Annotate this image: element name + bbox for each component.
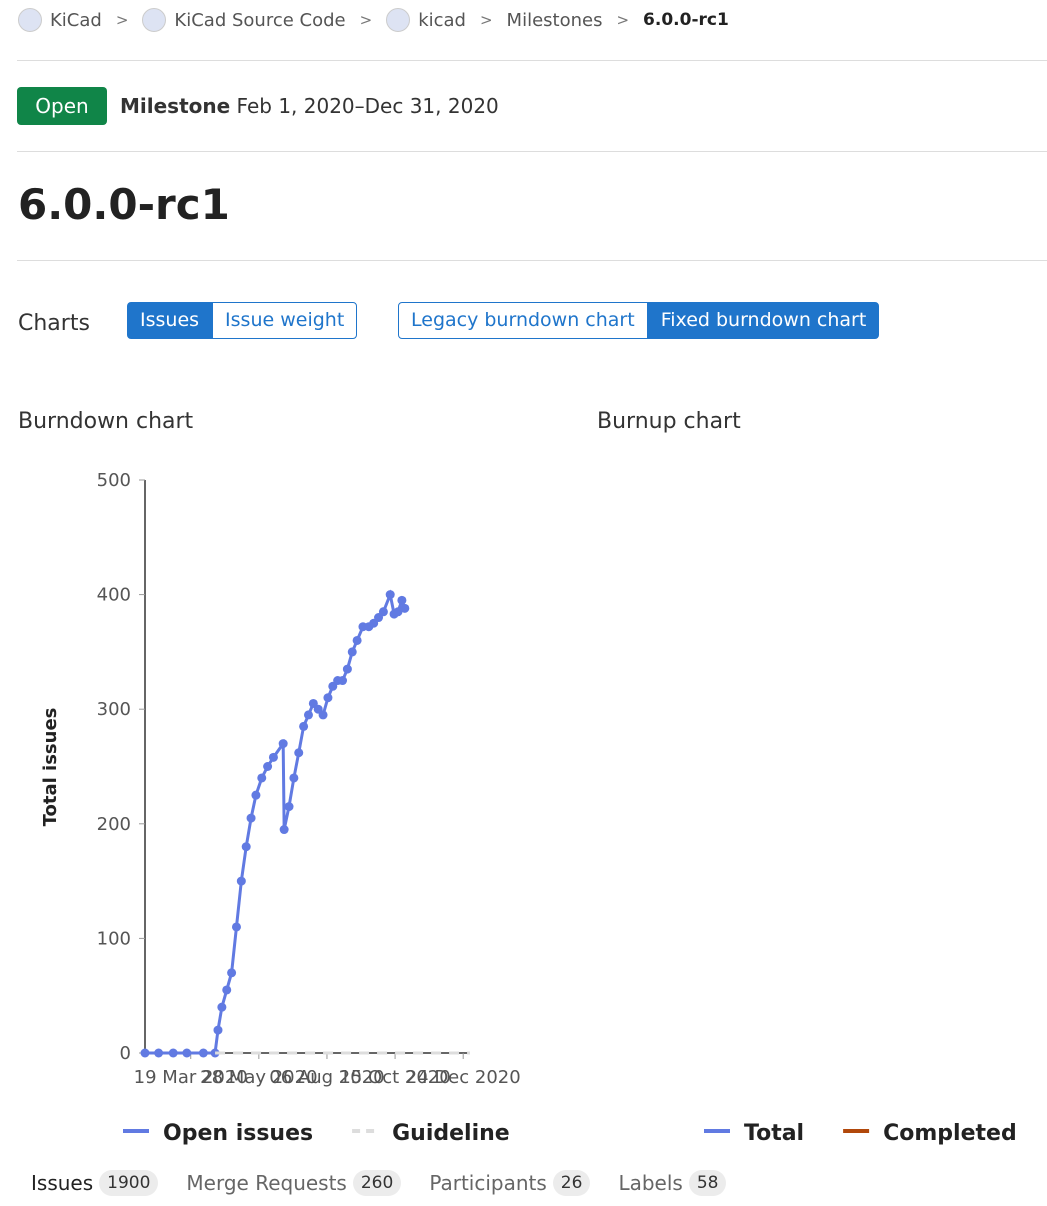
legend-label: Guideline (392, 1121, 510, 1146)
button[interactable]: Fixed burndown chart (647, 302, 880, 339)
data-point (268, 752, 278, 762)
milestone-meta: Milestone Feb 1, 2020–Dec 31, 2020 (120, 94, 499, 118)
y-tick-label: 300 (97, 699, 131, 720)
data-point (236, 876, 246, 886)
data-point (168, 1048, 178, 1058)
data-point (284, 802, 294, 812)
tab-label: Participants (429, 1171, 547, 1195)
tab-label: Merge Requests (186, 1171, 347, 1195)
data-point (299, 721, 309, 731)
button[interactable]: Issue weight (212, 302, 358, 339)
y-tick-label: 100 (97, 928, 131, 949)
tab-count: 26 (552, 1170, 591, 1196)
button[interactable]: Legacy burndown chart (398, 302, 648, 339)
data-point (385, 590, 395, 600)
legend-label: Total (744, 1121, 804, 1146)
chart-title: Burnup chart (597, 409, 741, 434)
breadcrumb[interactable]: KiCad (50, 9, 102, 31)
data-point (289, 773, 299, 783)
divider (17, 260, 1047, 261)
tab-count: 1900 (99, 1170, 159, 1196)
data-point (231, 922, 241, 932)
data-point (342, 664, 352, 674)
y-tick-label: 500 (97, 470, 131, 491)
x-tick-label: 15 Oct 2020 (339, 1067, 450, 1088)
data-point (251, 790, 261, 800)
tab-count: 58 (688, 1170, 727, 1196)
button-group: Issues Issue weight (127, 302, 358, 339)
icon (142, 8, 167, 32)
y-axis-label: Total issues (40, 708, 61, 827)
breadcrumb[interactable]: kicad (418, 9, 466, 31)
data-point (246, 813, 256, 823)
data-point (279, 825, 289, 835)
chart-title: Burndown chart (18, 409, 194, 434)
y-tick-label: 400 (97, 585, 131, 606)
charts: Burndown chart Open issues Guideline 0 100 20… (18, 409, 1017, 1146)
charts-label: Charts (18, 311, 90, 336)
meta-label: Milestone (120, 94, 231, 118)
data-point (393, 607, 403, 617)
y-tick-label: 0 (120, 1043, 131, 1064)
milestone-title: 6.0.0-rc1 (18, 180, 230, 229)
legend-label: Completed (883, 1121, 1017, 1146)
data-point (278, 739, 288, 749)
data-point (241, 842, 251, 852)
data-point (154, 1048, 164, 1058)
x-tick-label: 06 Aug 2020 (269, 1067, 384, 1088)
tab-label: Labels (618, 1171, 683, 1195)
breadcrumb[interactable]: KiCad Source Code (174, 9, 346, 31)
data-point (182, 1048, 192, 1058)
series-line (145, 589, 407, 1055)
data-point (222, 985, 232, 995)
status-badge: Open (17, 87, 107, 125)
breadcrumb[interactable]: Milestones (506, 9, 603, 31)
data-point (400, 603, 410, 613)
x-tick-label: 24 Dec 2020 (406, 1067, 521, 1088)
data-point (338, 676, 348, 686)
x-tick-label: 19 Mar 2020 (134, 1067, 248, 1088)
data-point (303, 710, 313, 720)
tab[interactable]: Merge Requests 260 (186, 1170, 402, 1196)
breadcrumb[interactable]: 6.0.0-rc1 (643, 10, 729, 30)
data-point (397, 595, 407, 605)
tab-label: Issues (31, 1171, 94, 1195)
data-point (352, 635, 362, 645)
tabs: Issues 1900 Merge Requests 260 Participant… (31, 1170, 754, 1196)
data-point (378, 607, 388, 617)
data-point (140, 1048, 150, 1058)
data-point (227, 968, 237, 978)
tab[interactable]: Participants 26 (429, 1170, 591, 1196)
data-point (294, 748, 304, 758)
tab[interactable]: Issues 1900 (31, 1170, 159, 1196)
icon (386, 8, 411, 32)
button-group: Legacy burndown chart Fixed burndown char… (398, 302, 880, 339)
breadcrumbs: KiCad > KiCad Source Code > kicad > Milesto… (18, 8, 729, 32)
tab-count: 260 (352, 1170, 402, 1196)
data-point (198, 1048, 208, 1058)
data-point (217, 1002, 227, 1012)
data-point (213, 1025, 223, 1035)
x-tick-label: 28 May 2020 (200, 1067, 317, 1088)
divider (17, 151, 1047, 152)
button[interactable]: Issues (127, 302, 213, 339)
data-point (263, 762, 273, 771)
data-point (257, 773, 267, 783)
data-point (323, 693, 333, 703)
y-tick-label: 200 (97, 814, 131, 835)
tab[interactable]: Labels 58 (618, 1170, 727, 1196)
icon (18, 8, 42, 32)
meta-dates: Feb 1, 2020–Dec 31, 2020 (236, 94, 499, 118)
data-point (347, 647, 357, 657)
divider (17, 60, 1047, 61)
legend-label: Open issues (163, 1121, 313, 1146)
data-point (318, 710, 328, 720)
